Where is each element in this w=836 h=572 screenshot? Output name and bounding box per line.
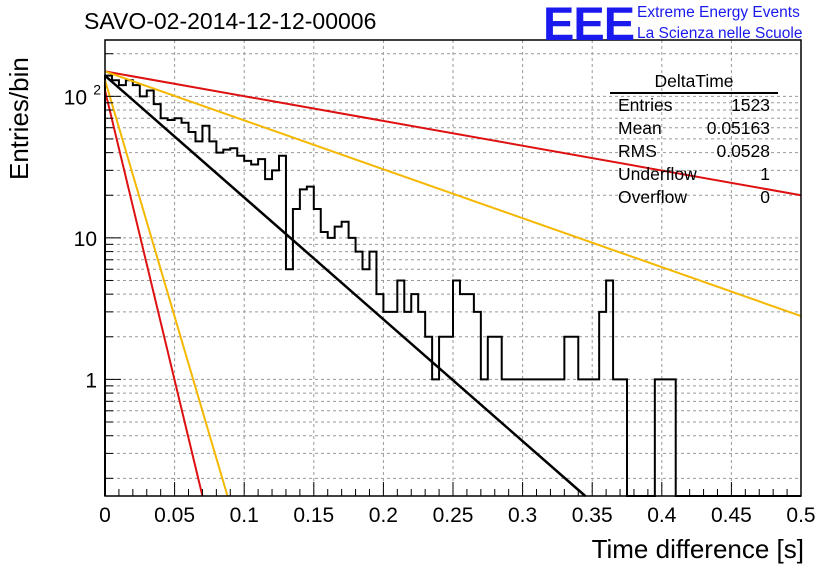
stats-key: Entries <box>618 95 673 115</box>
stats-row-underflow: Underflow 1 <box>610 163 778 186</box>
stats-value: 1 <box>760 164 770 184</box>
fit-curve-0 <box>104 74 587 497</box>
x-tick-label: 0 <box>99 504 111 527</box>
x-tick-label: 0.45 <box>711 504 752 527</box>
x-tick-label: 0.4 <box>647 504 677 527</box>
y-tick-exponent: 2 <box>93 81 101 97</box>
stats-title: DeltaTime <box>610 70 778 94</box>
x-tick-label: 0.15 <box>293 504 334 527</box>
stats-box: DeltaTime Entries 1523 Mean 0.05163 RMS … <box>610 70 778 209</box>
x-axis-label: Time difference [s] <box>591 534 804 564</box>
y-axis-label: Entries/bin <box>4 57 34 180</box>
fit-curve-3 <box>104 90 204 497</box>
stats-key: Overflow <box>618 187 688 207</box>
chart-title: SAVO-02-2014-12-12-00006 <box>84 8 377 34</box>
eee-logo-mark: EEE <box>543 0 635 50</box>
stats-row-overflow: Overflow 0 <box>610 186 778 209</box>
y-tick-label: 1 <box>85 369 97 392</box>
fit-curve-4 <box>104 79 229 497</box>
stats-value: 1523 <box>731 95 770 115</box>
x-tick-label: 0.2 <box>369 504 398 527</box>
y-tick-label: 10 <box>74 228 97 251</box>
x-tick-label: 0.3 <box>508 504 537 527</box>
fit-curve-1 <box>104 70 802 197</box>
stats-row-mean: Mean 0.05163 <box>610 117 778 140</box>
stats-key: RMS <box>618 141 657 161</box>
stats-value: 0.0528 <box>716 141 770 161</box>
logo-line-1: Extreme Energy Events <box>637 4 800 21</box>
logo-line-2: La Scienza nelle Scuole <box>637 25 803 42</box>
x-tick-label: 0.25 <box>433 504 474 527</box>
x-tick-label: 0.35 <box>572 504 613 527</box>
fit-curve-2 <box>104 70 802 318</box>
stats-key: Underflow <box>618 164 697 184</box>
x-tick-label: 0.5 <box>786 504 815 527</box>
stats-value: 0.05163 <box>706 118 770 138</box>
y-tick-label: 10 <box>64 86 87 109</box>
stats-row-entries: Entries 1523 <box>610 94 778 117</box>
stats-value: 0 <box>760 187 770 207</box>
x-tick-label: 0.1 <box>230 504 259 527</box>
x-tick-label: 0.05 <box>154 504 195 527</box>
stats-key: Mean <box>618 118 662 138</box>
stats-row-rms: RMS 0.0528 <box>610 140 778 163</box>
